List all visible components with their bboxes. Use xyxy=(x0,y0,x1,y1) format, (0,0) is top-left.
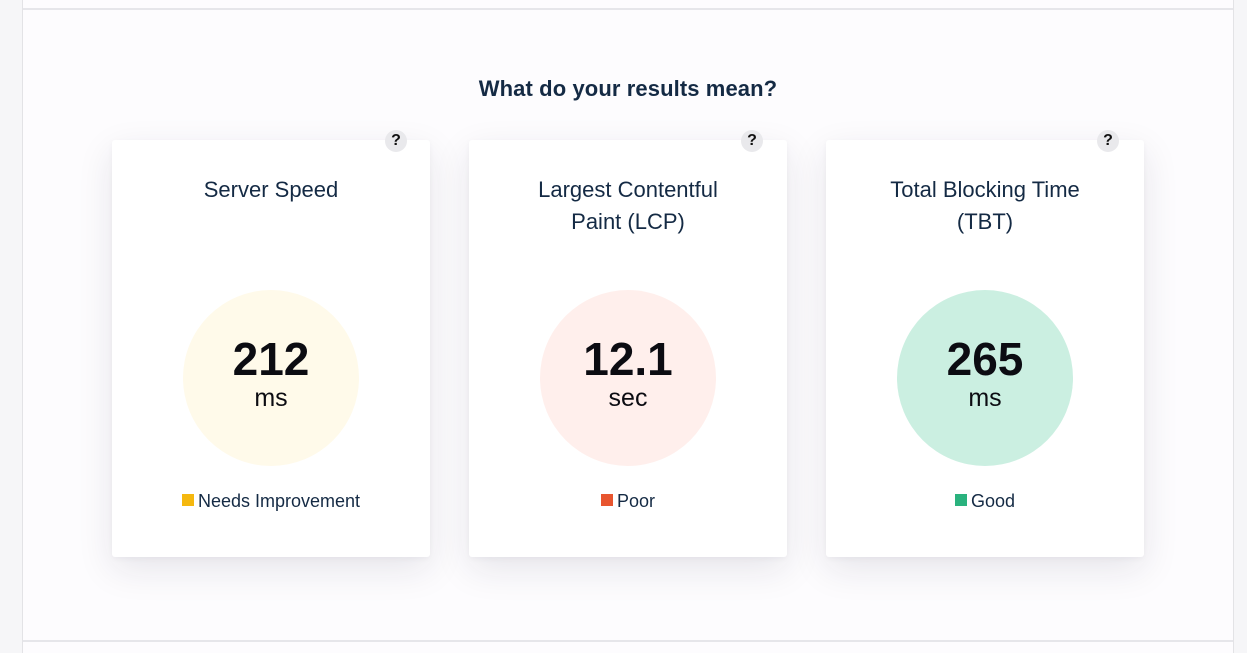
card-title-line1: Largest Contentful xyxy=(538,177,718,202)
metric-unit: ms xyxy=(254,384,288,412)
help-icon[interactable]: ? xyxy=(741,130,763,152)
help-icon[interactable]: ? xyxy=(1097,130,1119,152)
card-title-line2: (TBT) xyxy=(956,209,1014,234)
status-swatch xyxy=(181,494,194,506)
card-title-line1: Total Blocking Time xyxy=(890,177,1080,202)
top-divider xyxy=(23,8,1233,10)
card-title: Server Speed xyxy=(132,174,410,206)
card-title: Largest Contentful Paint (LCP) xyxy=(489,174,767,238)
card-title: Total Blocking Time (TBT) xyxy=(846,174,1124,238)
section-heading: What do your results mean? xyxy=(478,76,778,101)
status-label: Needs Improvement xyxy=(197,491,361,511)
status-swatch xyxy=(954,494,967,506)
status-label: Poor xyxy=(616,491,656,511)
status-badge: Good xyxy=(826,490,1144,512)
metric-card-lcp: ? Largest Contentful Paint (LCP) 12.1 se… xyxy=(469,130,787,557)
results-panel: What do your results mean? ? Server Spee… xyxy=(22,0,1234,653)
metric-value: 265 xyxy=(946,333,1024,385)
metric-card-server-speed: ? Server Speed 212 ms Needs Improvement xyxy=(112,130,430,557)
bottom-divider xyxy=(23,640,1233,642)
status-badge: Needs Improvement xyxy=(112,490,430,512)
status-badge: Poor xyxy=(469,490,787,512)
score-circle: 12.1 sec xyxy=(540,290,716,466)
score-circle: 212 ms xyxy=(183,290,359,466)
card-title-line2: Paint (LCP) xyxy=(571,209,685,234)
metric-value: 12.1 xyxy=(583,333,673,385)
help-icon[interactable]: ? xyxy=(385,130,407,152)
metric-unit: ms xyxy=(968,384,1002,412)
status-label: Good xyxy=(970,491,1016,511)
metric-value: 212 xyxy=(232,333,310,385)
status-swatch xyxy=(600,494,613,506)
metric-unit: sec xyxy=(608,384,648,412)
card-title-line1: Server Speed xyxy=(203,177,339,202)
metric-card-tbt: ? Total Blocking Time (TBT) 265 ms Good xyxy=(826,130,1144,557)
score-circle: 265 ms xyxy=(897,290,1073,466)
